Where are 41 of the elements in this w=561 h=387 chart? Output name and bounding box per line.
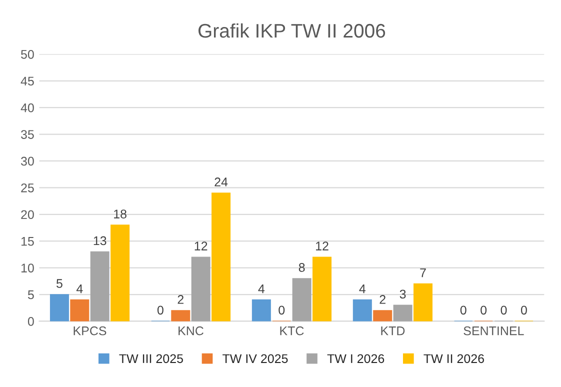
y-tick-label: 5 <box>28 290 34 300</box>
data-label: 3 <box>400 290 406 299</box>
y-tick-label: 40 <box>20 103 34 112</box>
legend-label: TW III 2025 <box>119 354 183 364</box>
y-tick-label: 30 <box>20 156 34 166</box>
data-label: 0 <box>500 306 507 315</box>
chart-title: Grafik IKP TW II 2006 <box>198 23 386 38</box>
data-label: 13 <box>94 236 106 246</box>
x-tick-label: KPCS <box>74 326 106 336</box>
data-label: 4 <box>258 284 265 294</box>
y-tick-label: 50 <box>21 50 34 59</box>
data-label: 12 <box>316 242 328 250</box>
data-label: 7 <box>420 268 426 278</box>
y-tick-label: 15 <box>21 237 34 246</box>
data-label: 18 <box>114 210 126 218</box>
data-label: 2 <box>380 295 386 304</box>
data-label: 12 <box>194 242 208 250</box>
data-label: 24 <box>214 178 228 186</box>
y-tick-label: 10 <box>21 264 34 272</box>
legend-label: TW II 2026 <box>424 354 484 364</box>
data-label: 8 <box>298 262 305 272</box>
x-tick-label: KTD <box>381 326 405 336</box>
data-label: 4 <box>359 284 366 294</box>
data-label: 0 <box>460 306 466 315</box>
data-label: 0 <box>157 306 164 315</box>
y-tick-label: 20 <box>21 210 34 220</box>
y-tick-label: 25 <box>21 183 34 192</box>
data-label: 4 <box>76 284 83 294</box>
x-tick-label: KTC <box>280 326 304 336</box>
y-tick-label: 0 <box>28 317 34 326</box>
data-label: 0 <box>278 306 285 315</box>
data-label: 0 <box>520 306 527 315</box>
legend-label: TW IV 2025 <box>222 354 288 364</box>
y-tick-label: 35 <box>20 130 34 139</box>
x-tick-label: SENTINEL <box>464 326 524 336</box>
data-label: 5 <box>56 279 62 288</box>
x-tick-label: KNC <box>178 326 204 336</box>
y-tick-label: 45 <box>20 76 34 86</box>
legend-label: TW I 2026 <box>327 354 384 364</box>
data-label: 0 <box>480 306 487 315</box>
data-label: 2 <box>178 295 184 304</box>
